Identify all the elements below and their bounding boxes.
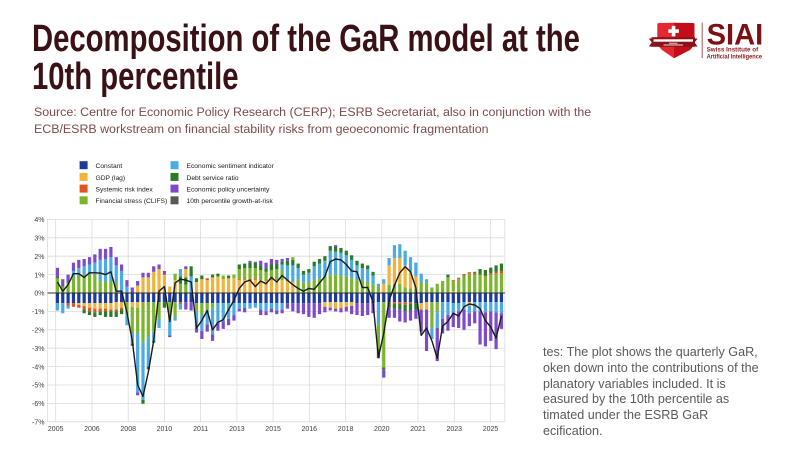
svg-text:2016: 2016 xyxy=(302,426,318,433)
svg-text:2006: 2006 xyxy=(84,426,100,433)
svg-text:2013: 2013 xyxy=(229,426,245,433)
svg-text:2010: 2010 xyxy=(157,426,173,433)
svg-text:-4%: -4% xyxy=(32,364,44,371)
svg-text:2015: 2015 xyxy=(265,426,281,433)
svg-text:2021: 2021 xyxy=(410,426,426,433)
svg-text:-7%: -7% xyxy=(32,420,44,427)
svg-text:2011: 2011 xyxy=(193,426,208,433)
svg-text:SIAI: SIAI xyxy=(707,18,764,51)
svg-text:0%: 0% xyxy=(34,291,44,298)
svg-text:2025: 2025 xyxy=(483,426,499,433)
svg-text:GDP (lag): GDP (lag) xyxy=(96,175,126,182)
svg-text:4%: 4% xyxy=(34,217,44,224)
svg-text:Economic sentiment indicator: Economic sentiment indicator xyxy=(187,163,275,170)
svg-text:2%: 2% xyxy=(34,254,44,261)
svg-text:Debt service ratio: Debt service ratio xyxy=(187,175,239,182)
svg-text:Constant: Constant xyxy=(96,163,123,170)
svg-text:2005: 2005 xyxy=(48,426,64,433)
svg-text:3%: 3% xyxy=(34,236,44,243)
svg-text:2018: 2018 xyxy=(338,426,354,433)
svg-text:-2%: -2% xyxy=(32,328,44,335)
svg-text:Financial stress (CLIFS): Financial stress (CLIFS) xyxy=(96,198,168,205)
svg-text:1%: 1% xyxy=(34,272,44,279)
svg-text:Systemic risk index: Systemic risk index xyxy=(96,187,154,194)
svg-text:2008: 2008 xyxy=(120,426,136,433)
svg-text:-3%: -3% xyxy=(32,346,44,353)
svg-text:Artificial Intelligence: Artificial Intelligence xyxy=(707,53,763,60)
svg-text:2023: 2023 xyxy=(447,426,463,433)
svg-text:Swiss Institute of: Swiss Institute of xyxy=(707,47,759,54)
svg-text:-5%: -5% xyxy=(32,383,44,390)
svg-text:-6%: -6% xyxy=(32,401,44,408)
svg-text:10th percentile growth-at-risk: 10th percentile growth-at-risk xyxy=(187,198,274,205)
svg-text:2020: 2020 xyxy=(374,426,390,433)
svg-text:Economic policy uncertainty: Economic policy uncertainty xyxy=(187,187,271,194)
svg-text:-1%: -1% xyxy=(32,309,44,316)
